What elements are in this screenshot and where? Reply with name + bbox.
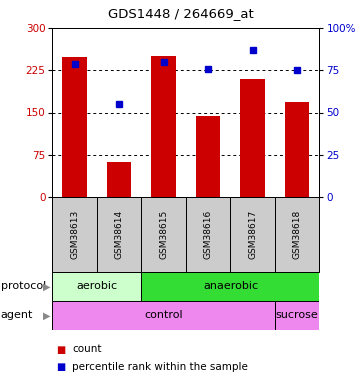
Text: GSM38616: GSM38616	[204, 210, 213, 259]
Text: ▶: ▶	[43, 310, 51, 320]
Text: GSM38617: GSM38617	[248, 210, 257, 259]
Text: GDS1448 / 264669_at: GDS1448 / 264669_at	[108, 8, 253, 21]
Bar	[285, 102, 309, 197]
Text: GSM38618: GSM38618	[293, 210, 302, 259]
Text: anaerobic: anaerobic	[203, 281, 258, 291]
Text: protocol: protocol	[1, 281, 46, 291]
Bar	[275, 197, 319, 272]
Text: GSM38613: GSM38613	[70, 210, 79, 259]
Bar	[142, 272, 319, 301]
Text: GSM38615: GSM38615	[159, 210, 168, 259]
Bar	[230, 197, 275, 272]
Bar	[240, 79, 265, 197]
Bar	[52, 272, 142, 301]
Text: aerobic: aerobic	[76, 281, 117, 291]
Bar	[52, 301, 275, 330]
Bar	[275, 301, 319, 330]
Text: control: control	[144, 310, 183, 320]
Text: percentile rank within the sample: percentile rank within the sample	[72, 362, 248, 372]
Bar	[151, 56, 176, 197]
Text: count: count	[72, 345, 102, 354]
Text: ▶: ▶	[43, 281, 51, 291]
Bar	[52, 197, 97, 272]
Bar	[196, 116, 221, 197]
Bar	[107, 162, 131, 197]
Bar	[186, 197, 230, 272]
Text: agent: agent	[1, 310, 33, 320]
Bar	[62, 57, 87, 197]
Text: sucrose: sucrose	[276, 310, 319, 320]
Bar	[97, 197, 142, 272]
Text: GSM38614: GSM38614	[115, 210, 123, 259]
Bar	[142, 197, 186, 272]
Text: ■: ■	[56, 345, 65, 354]
Text: ■: ■	[56, 362, 65, 372]
